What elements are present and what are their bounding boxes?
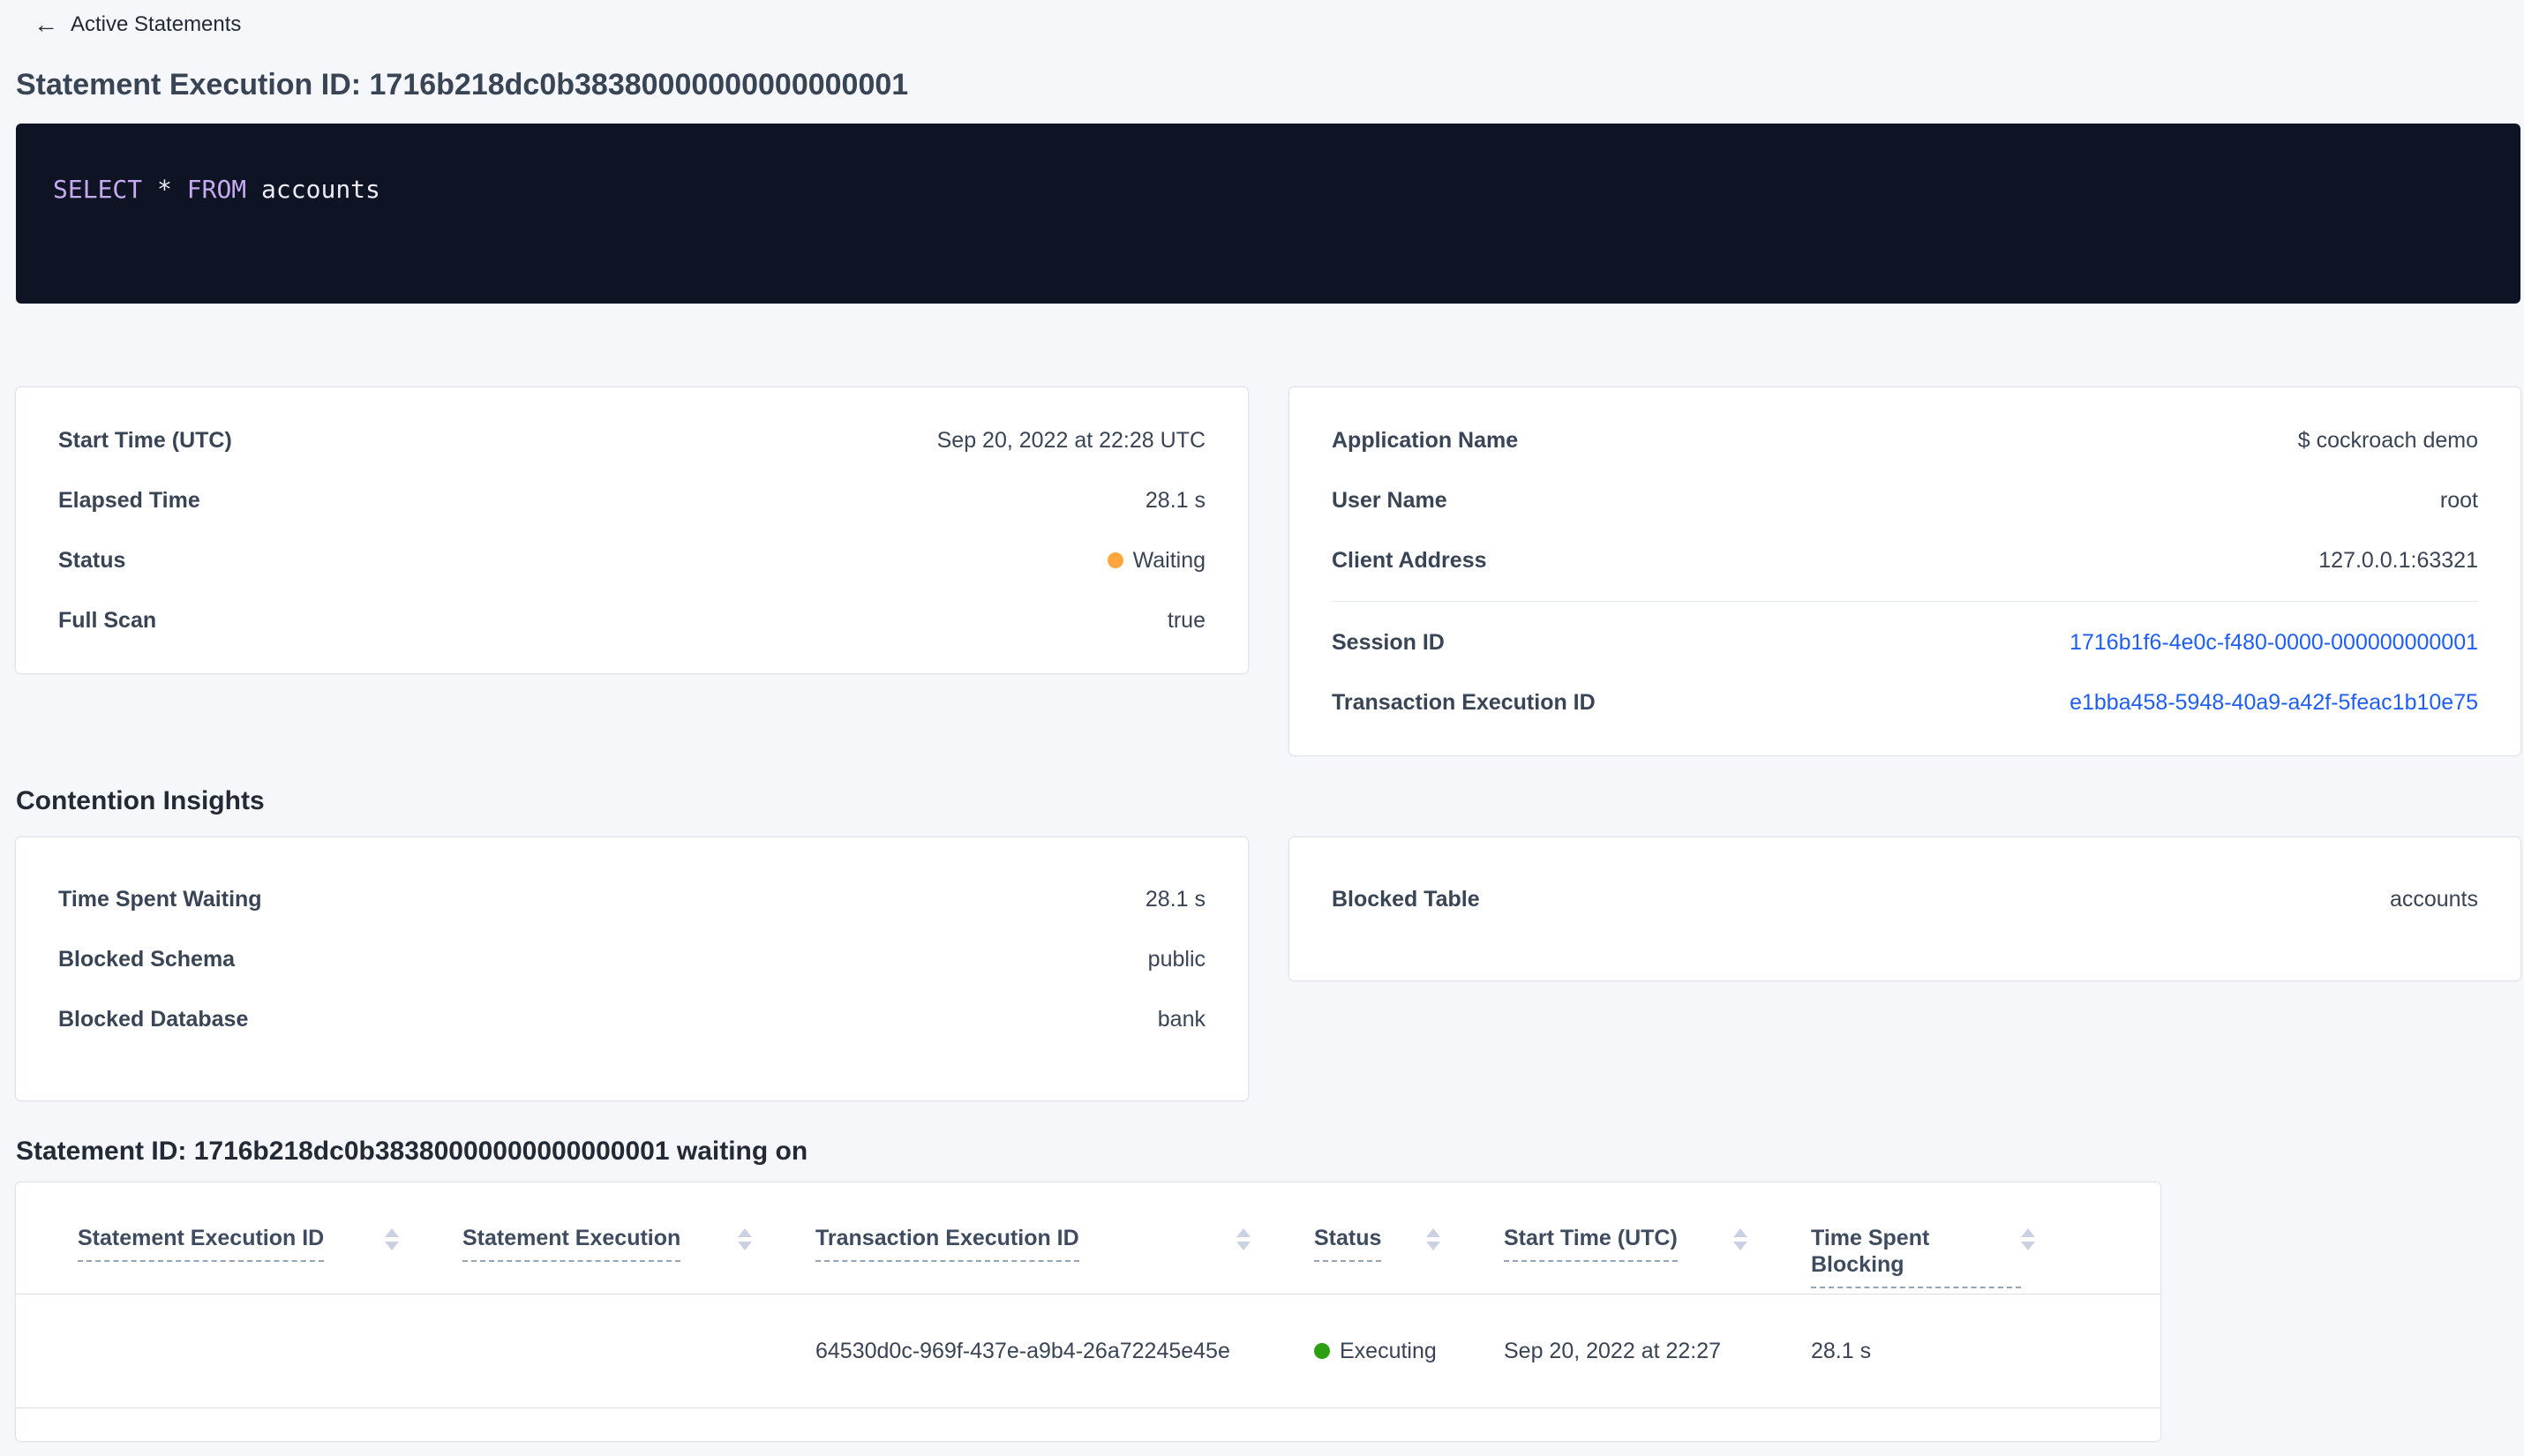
sort-icon[interactable] bbox=[2021, 1228, 2035, 1250]
session-id-link[interactable]: 1716b1f6-4e0c-f480-0000-000000000001 bbox=[2070, 629, 2478, 655]
time-spent-waiting-value: 28.1 s bbox=[1145, 886, 1206, 912]
contention-cards-row: Time Spent Waiting 28.1 s Blocked Schema… bbox=[16, 837, 2520, 1100]
info-row: Time Spent Waiting 28.1 s bbox=[58, 869, 1206, 929]
sql-keyword: FROM bbox=[186, 175, 247, 204]
client-address-label: Client Address bbox=[1332, 547, 1487, 573]
cell-start-time: Sep 20, 2022 at 22:27 bbox=[1504, 1338, 1722, 1363]
client-address-value: 127.0.0.1:63321 bbox=[2318, 547, 2478, 573]
elapsed-time-label: Elapsed Time bbox=[58, 487, 200, 513]
card-divider bbox=[1332, 601, 2478, 602]
sql-query-text: SELECT * FROM accounts bbox=[53, 173, 2478, 206]
blocked-database-label: Blocked Database bbox=[58, 1006, 249, 1032]
info-row: Elapsed Time 28.1 s bbox=[58, 470, 1206, 530]
status-label: Status bbox=[58, 547, 126, 573]
sort-icon[interactable] bbox=[1426, 1228, 1440, 1250]
column-header-label: Transaction Execution ID bbox=[815, 1225, 1079, 1262]
waiting-on-heading: Statement ID: 1716b218dc0b38380000000000… bbox=[16, 1137, 808, 1166]
session-details-card: Application Name $ cockroach demo User N… bbox=[1289, 387, 2520, 755]
info-row: Application Name $ cockroach demo bbox=[1332, 410, 2478, 470]
blocked-schema-label: Blocked Schema bbox=[58, 946, 236, 972]
full-scan-label: Full Scan bbox=[58, 607, 157, 633]
blocked-schema-value: public bbox=[1147, 946, 1206, 972]
column-header-label: Statement Execution ID bbox=[78, 1225, 325, 1262]
status-executing-dot-icon bbox=[1314, 1343, 1330, 1359]
contention-insights-heading: Contention Insights bbox=[16, 786, 265, 815]
info-row: Session ID 1716b1f6-4e0c-f480-0000-00000… bbox=[1332, 612, 2478, 672]
status-value: Waiting bbox=[1107, 547, 1206, 574]
column-header-status[interactable]: Status bbox=[1314, 1182, 1504, 1262]
cell-transaction-execution-id: 64530d0c-969f-437e-a9b4-26a72245e45e bbox=[815, 1338, 1230, 1363]
column-header-label: Statement Execution bbox=[462, 1225, 681, 1262]
column-header-label: Status bbox=[1314, 1225, 1382, 1262]
table-header-row: Statement Execution ID Statement Executi… bbox=[16, 1182, 2160, 1295]
sql-text: * bbox=[142, 175, 187, 204]
transaction-execution-id-label: Transaction Execution ID bbox=[1332, 689, 1596, 715]
sort-icon[interactable] bbox=[1733, 1228, 1747, 1250]
contention-details-card: Time Spent Waiting 28.1 s Blocked Schema… bbox=[16, 837, 1248, 1100]
info-row: Blocked Database bank bbox=[58, 989, 1206, 1049]
arrow-left-icon: ← bbox=[34, 11, 58, 38]
column-header-time-spent-blocking[interactable]: Time Spent Blocking bbox=[1811, 1182, 2099, 1288]
waiting-on-table: Statement Execution ID Statement Executi… bbox=[16, 1182, 2160, 1441]
sql-text: accounts bbox=[246, 175, 380, 204]
column-header-statement-execution-id[interactable]: Statement Execution ID bbox=[78, 1182, 462, 1262]
info-row: Full Scan true bbox=[58, 590, 1206, 650]
column-header-label: Time Spent Blocking bbox=[1811, 1225, 2021, 1288]
column-header-statement-execution[interactable]: Statement Execution bbox=[462, 1182, 815, 1262]
status-waiting-dot-icon bbox=[1107, 552, 1123, 568]
status-value-text: Waiting bbox=[1132, 547, 1206, 573]
back-to-active-statements-link[interactable]: ← Active Statements bbox=[34, 12, 241, 37]
info-row: Status Waiting bbox=[58, 530, 1206, 590]
page-title: Statement Execution ID: 1716b218dc0b3838… bbox=[16, 68, 909, 101]
info-row: User Name root bbox=[1332, 470, 2478, 530]
full-scan-value: true bbox=[1167, 607, 1206, 633]
blocked-table-card: Blocked Table accounts bbox=[1289, 837, 2520, 980]
cell-time-spent-blocking: 28.1 s bbox=[1811, 1338, 1872, 1363]
sql-keyword: SELECT bbox=[53, 175, 143, 204]
table-row: 64530d0c-969f-437e-a9b4-26a72245e45e Exe… bbox=[16, 1295, 2160, 1408]
time-spent-waiting-label: Time Spent Waiting bbox=[58, 886, 262, 912]
sort-icon[interactable] bbox=[385, 1228, 399, 1250]
back-link-label: Active Statements bbox=[71, 12, 242, 36]
info-row: Start Time (UTC) Sep 20, 2022 at 22:28 U… bbox=[58, 410, 1206, 470]
blocked-table-value: accounts bbox=[2389, 886, 2478, 912]
execution-summary-card: Start Time (UTC) Sep 20, 2022 at 22:28 U… bbox=[16, 387, 1248, 673]
application-name-label: Application Name bbox=[1332, 427, 1519, 453]
info-row: Client Address 127.0.0.1:63321 bbox=[1332, 530, 2478, 590]
application-name-value: $ cockroach demo bbox=[2297, 427, 2478, 453]
cell-status-text: Executing bbox=[1340, 1338, 1437, 1363]
sql-query-box: SELECT * FROM accounts bbox=[16, 124, 2520, 304]
sort-icon[interactable] bbox=[738, 1228, 752, 1250]
topbar: ← Active Statements bbox=[0, 0, 2524, 41]
column-header-label: Start Time (UTC) bbox=[1504, 1225, 1678, 1262]
overview-cards-row: Start Time (UTC) Sep 20, 2022 at 22:28 U… bbox=[16, 387, 2520, 755]
start-time-label: Start Time (UTC) bbox=[58, 427, 232, 453]
sort-icon[interactable] bbox=[1236, 1228, 1251, 1250]
column-header-transaction-execution-id[interactable]: Transaction Execution ID bbox=[815, 1182, 1314, 1262]
elapsed-time-value: 28.1 s bbox=[1145, 487, 1206, 513]
column-header-start-time[interactable]: Start Time (UTC) bbox=[1504, 1182, 1811, 1262]
session-id-label: Session ID bbox=[1332, 629, 1445, 655]
cell-status: Executing bbox=[1314, 1339, 1504, 1364]
transaction-execution-id-link[interactable]: e1bba458-5948-40a9-a42f-5feac1b10e75 bbox=[2070, 689, 2478, 715]
start-time-value: Sep 20, 2022 at 22:28 UTC bbox=[936, 427, 1206, 453]
user-name-value: root bbox=[2439, 487, 2478, 513]
blocked-table-label: Blocked Table bbox=[1332, 886, 1480, 912]
user-name-label: User Name bbox=[1332, 487, 1447, 513]
blocked-database-value: bank bbox=[1157, 1006, 1206, 1032]
info-row: Blocked Schema public bbox=[58, 929, 1206, 989]
info-row: Transaction Execution ID e1bba458-5948-4… bbox=[1332, 672, 2478, 732]
info-row: Blocked Table accounts bbox=[1332, 869, 2478, 929]
